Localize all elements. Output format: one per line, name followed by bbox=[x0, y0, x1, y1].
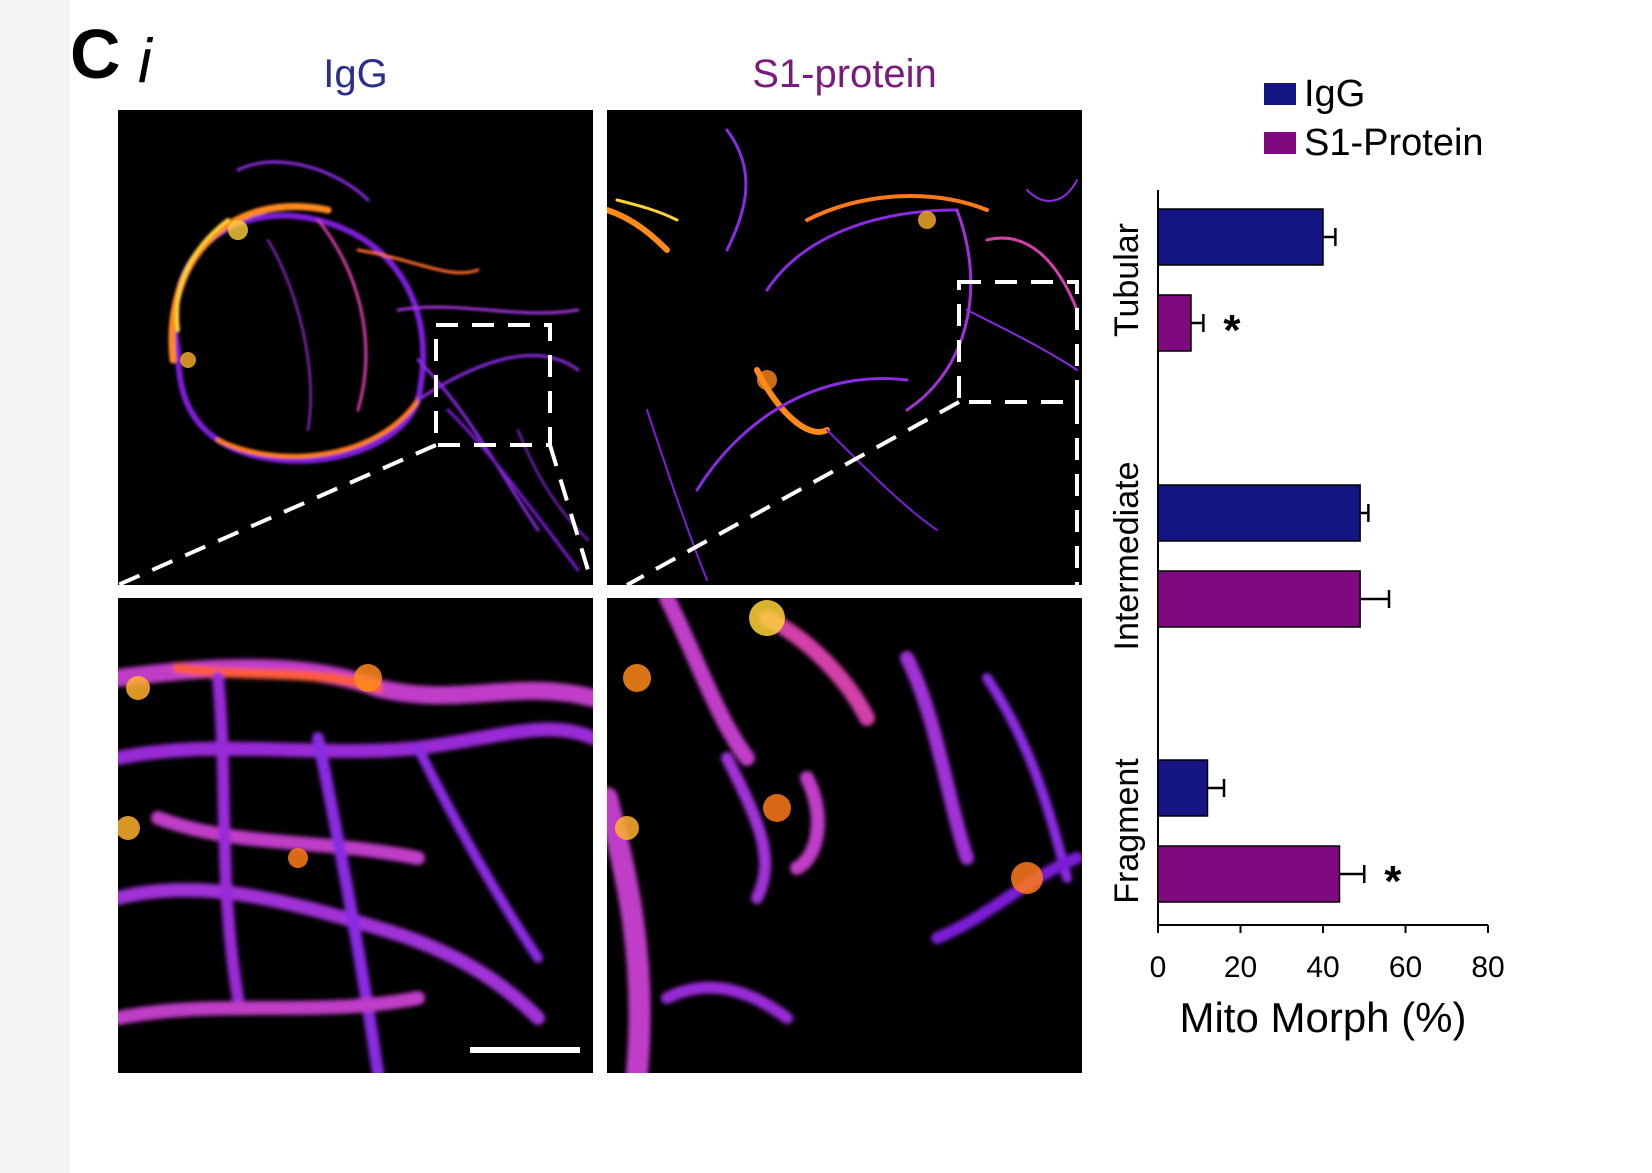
legend-swatch-s1 bbox=[1264, 132, 1296, 154]
s1-overview-micrograph bbox=[607, 110, 1082, 585]
igg-zoom-micrograph bbox=[118, 598, 593, 1073]
s1-column-title: S1-protein bbox=[752, 52, 937, 96]
legend-swatch-igg bbox=[1264, 83, 1296, 105]
igg-column-title: IgG bbox=[323, 52, 388, 96]
legend-item-igg: IgG bbox=[1264, 73, 1366, 116]
igg-overview-micrograph bbox=[118, 110, 593, 585]
s1-zoom-micrograph bbox=[607, 598, 1082, 1073]
panel-letter: C bbox=[70, 15, 121, 93]
panel-sublabel: i bbox=[138, 27, 152, 96]
legend-label-s1: S1-Protein bbox=[1304, 122, 1484, 164]
legend-label-igg: IgG bbox=[1304, 73, 1366, 115]
legend-item-s1: S1-Protein bbox=[1264, 122, 1484, 165]
